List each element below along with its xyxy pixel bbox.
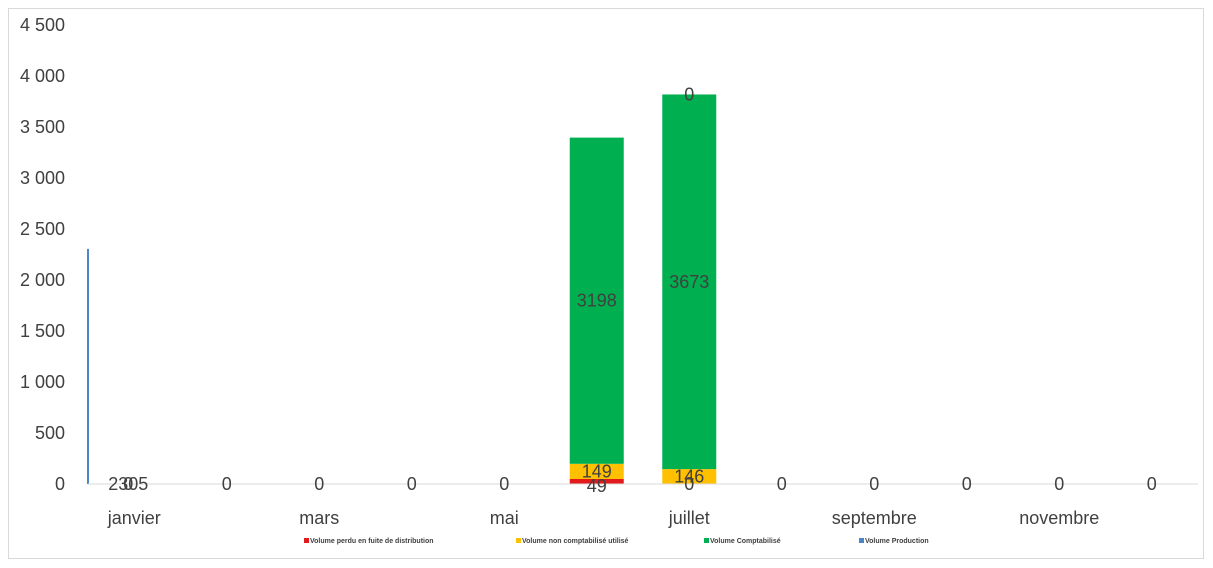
data-label: 0 <box>962 474 972 494</box>
y-tick-label: 0 <box>55 474 65 494</box>
y-tick-label: 2 000 <box>20 270 65 290</box>
x-tick-label: septembre <box>832 508 917 528</box>
legend-entry: Volume Production <box>865 538 929 545</box>
legend-swatch <box>516 538 521 543</box>
x-tick-label: mars <box>299 508 339 528</box>
data-label: 49 <box>587 476 607 496</box>
legend-swatch <box>304 538 309 543</box>
bar-volume-perdu-en-fuite-de-distribution-juin <box>569 479 624 484</box>
data-label: 0 <box>499 474 509 494</box>
data-label: 3673 <box>669 272 709 292</box>
y-tick-label: 4 000 <box>20 66 65 86</box>
data-label: 0 <box>1147 474 1157 494</box>
data-label: 146 <box>674 467 704 487</box>
data-label: 0 <box>407 474 417 494</box>
data-label: 0 <box>869 474 879 494</box>
x-tick-label: novembre <box>1019 508 1099 528</box>
legend-entry: Volume non comptabilisé utilisé <box>522 538 629 545</box>
data-label: 3198 <box>577 291 617 311</box>
legend-swatch <box>704 538 709 543</box>
legend-swatch <box>859 538 864 543</box>
y-tick-label: 4 500 <box>20 15 65 35</box>
data-label: 0 <box>123 474 133 494</box>
data-label: 0 <box>222 474 232 494</box>
x-tick-label: janvier <box>107 508 161 528</box>
y-tick-label: 3 500 <box>20 117 65 137</box>
data-label: 149 <box>582 461 612 481</box>
data-label: 0 <box>684 474 694 494</box>
bar-volume-comptabilis--juillet <box>662 94 717 470</box>
y-tick-label: 3 000 <box>20 168 65 188</box>
x-tick-label: mai <box>490 508 519 528</box>
y-tick-label: 2 500 <box>20 219 65 239</box>
y-tick-label: 1 000 <box>20 372 65 392</box>
data-label: 0 <box>777 474 787 494</box>
legend-entry: Volume perdu en fuite de distribution <box>310 538 434 545</box>
data-label: 0 <box>1054 474 1064 494</box>
x-tick-label: juillet <box>668 508 710 528</box>
data-label: 0 <box>314 474 324 494</box>
data-label: 0 <box>684 84 694 104</box>
legend-entry: Volume Comptabilisé <box>710 538 781 545</box>
bar-volume-non-comptabilis-utilis--juillet <box>662 469 717 484</box>
bar-volume-non-comptabilis-utilis--juin <box>569 463 624 480</box>
y-tick-label: 1 500 <box>20 321 65 341</box>
bar-volume-comptabilis--juin <box>569 137 624 464</box>
data-label: 2305 <box>108 474 148 494</box>
y-tick-label: 500 <box>35 423 65 443</box>
